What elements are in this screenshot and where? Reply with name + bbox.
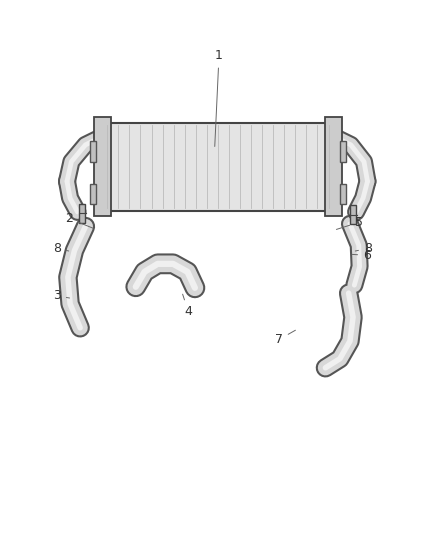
Text: 5: 5 <box>336 216 363 229</box>
Text: 8: 8 <box>53 242 69 255</box>
Text: 1: 1 <box>215 50 223 147</box>
Text: 3: 3 <box>53 289 70 302</box>
Bar <box>340 184 346 204</box>
Bar <box>79 204 85 223</box>
Bar <box>325 117 342 216</box>
Bar <box>340 141 346 161</box>
Text: 8: 8 <box>355 242 372 255</box>
Text: 4: 4 <box>183 294 192 318</box>
Bar <box>107 123 328 211</box>
Text: 6: 6 <box>352 249 371 262</box>
Bar <box>90 141 96 161</box>
Bar <box>350 205 356 224</box>
Bar <box>94 117 111 216</box>
Text: 2: 2 <box>65 212 93 228</box>
Text: 7: 7 <box>275 330 295 346</box>
Bar <box>90 184 96 204</box>
